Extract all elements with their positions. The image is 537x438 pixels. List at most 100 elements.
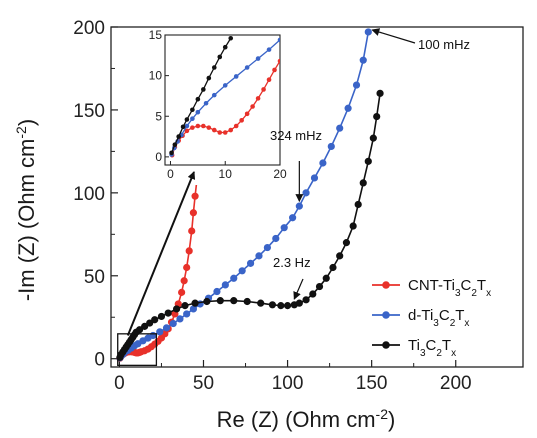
data-point [349, 222, 357, 230]
inset-data-point [184, 123, 190, 129]
data-point [289, 214, 297, 222]
inset-data-point [195, 109, 201, 115]
y-axis-label: -Im (Z) (Ohm cm-2) [13, 119, 39, 301]
data-point [183, 263, 191, 272]
data-point [189, 305, 197, 313]
data-point [268, 301, 277, 309]
data-point [181, 302, 189, 310]
data-point [302, 189, 310, 197]
data-point [336, 252, 344, 260]
annotation-label: 100 mHz [418, 37, 470, 52]
data-point [302, 296, 310, 304]
data-point [189, 209, 197, 217]
inset-data-point [250, 104, 255, 109]
inset-data-point [180, 124, 186, 130]
data-point [213, 287, 221, 296]
data-point [342, 239, 351, 247]
data-point [277, 302, 285, 310]
data-point [263, 243, 271, 252]
data-point [157, 312, 166, 321]
inset-data-point [233, 74, 239, 79]
data-point [255, 252, 263, 260]
inset-data-point [222, 44, 228, 50]
inset-data-point [211, 65, 217, 70]
inset-data-point [244, 65, 250, 70]
y-tick-label: 200 [73, 18, 105, 39]
inset-data-point [211, 127, 217, 133]
inset-data-point [172, 142, 178, 147]
x-tick-label: 100 [272, 373, 304, 394]
data-point [243, 297, 251, 306]
legend-entry: d-Ti3C2Tx [372, 307, 469, 329]
inset-data-point [255, 56, 261, 61]
data-point [295, 299, 303, 307]
data-point [295, 202, 303, 210]
data-point [156, 328, 164, 336]
data-point [188, 227, 196, 235]
inset-data-point [239, 118, 244, 123]
inset-data-point [184, 117, 190, 122]
inset-y-tick-label: 15 [149, 28, 163, 42]
inset-data-point [244, 111, 250, 117]
zoom-arrow [126, 171, 196, 336]
inset-data-point [255, 96, 261, 101]
data-point [203, 297, 211, 306]
x-tick-label: 200 [440, 373, 472, 394]
data-point [315, 282, 324, 291]
annotation-label: 2.3 Hz [273, 255, 311, 270]
inset-data-point [184, 128, 190, 134]
data-point [373, 112, 381, 121]
inset-data-point [203, 100, 209, 106]
data-point [146, 319, 154, 327]
data-point [344, 104, 352, 112]
inset-data-point [195, 123, 201, 129]
data-point [359, 56, 367, 64]
data-point [319, 159, 327, 167]
series-ti3c2tx [116, 89, 384, 361]
annotation-arrow [293, 278, 304, 300]
data-point [185, 247, 193, 255]
inset-plot-area: 0 10 20 0 5 10 15 [147, 28, 288, 185]
data-point [191, 192, 199, 200]
data-point [162, 324, 171, 332]
data-point [364, 28, 372, 36]
legend-swatch-marker [382, 281, 390, 289]
inset-series-line [171, 60, 280, 156]
inset-data-point [206, 75, 212, 81]
inset-data-point [277, 37, 280, 43]
inset-data-point [190, 107, 195, 113]
plot-frame [110, 26, 524, 368]
legend-label: d-Ti3C2Tx [408, 307, 469, 329]
inset-y-tick-label: 0 [155, 150, 162, 164]
data-point [230, 274, 238, 282]
x-tick-label: 50 [193, 373, 214, 394]
x-tick-label: 150 [356, 373, 388, 394]
inset-data-point [206, 125, 212, 130]
inset-frame [164, 34, 281, 166]
data-point [329, 263, 337, 272]
inset-data-point [211, 92, 217, 98]
data-point [221, 281, 229, 289]
data-point [183, 310, 191, 318]
inset-y-tick-label: 5 [155, 109, 162, 123]
inset-series-ti3c2tx [169, 35, 234, 156]
inset-data-point [266, 47, 272, 52]
inset-data-point [277, 58, 280, 64]
data-point [238, 267, 246, 275]
inset-data-point [233, 123, 239, 129]
data-point [310, 174, 319, 182]
inset-data-point [222, 130, 228, 135]
data-point [141, 322, 149, 330]
data-point [230, 297, 238, 305]
data-point [151, 316, 159, 324]
data-point [216, 297, 224, 305]
inset-data-point [217, 54, 223, 60]
data-point [283, 302, 292, 310]
inset-x-tick-label: 0 [167, 167, 174, 181]
inset-data-point [176, 134, 181, 139]
x-axis-label: Re (Z) (Ohm cm-2) [217, 406, 396, 432]
legend-swatch-marker [382, 311, 390, 319]
inset-data-point [222, 83, 228, 88]
data-point [354, 200, 362, 209]
